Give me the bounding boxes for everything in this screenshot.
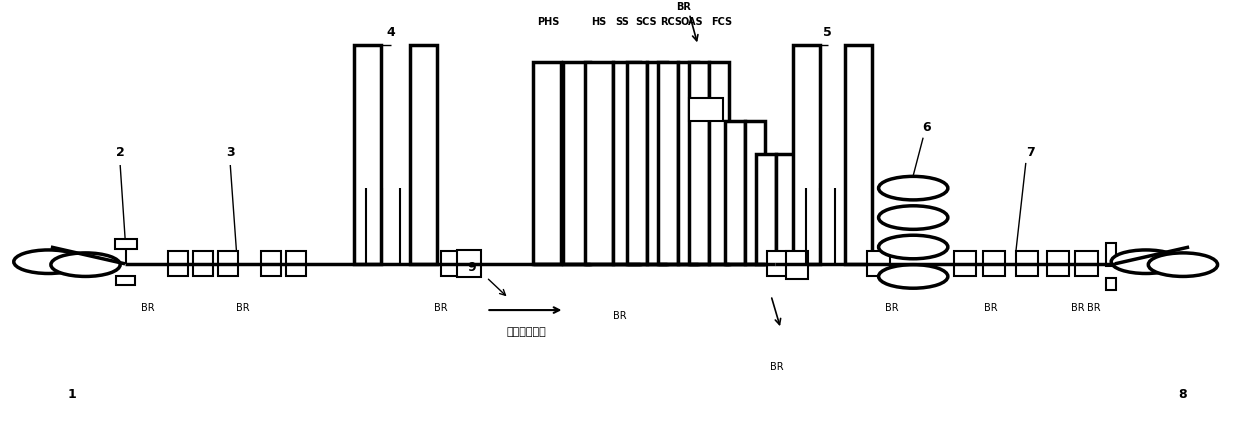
FancyBboxPatch shape bbox=[440, 251, 463, 276]
Circle shape bbox=[879, 176, 947, 200]
Text: BR: BR bbox=[1071, 303, 1085, 313]
FancyBboxPatch shape bbox=[563, 62, 590, 264]
FancyBboxPatch shape bbox=[193, 251, 213, 276]
FancyBboxPatch shape bbox=[776, 155, 796, 264]
FancyBboxPatch shape bbox=[689, 62, 709, 264]
Text: BR: BR bbox=[985, 303, 998, 313]
Text: 4: 4 bbox=[387, 26, 396, 39]
Text: RCS: RCS bbox=[660, 17, 682, 27]
FancyBboxPatch shape bbox=[456, 250, 481, 277]
Circle shape bbox=[1111, 250, 1180, 274]
FancyBboxPatch shape bbox=[768, 251, 790, 276]
Text: 5: 5 bbox=[823, 26, 832, 39]
Text: BR: BR bbox=[140, 303, 154, 313]
FancyBboxPatch shape bbox=[1075, 251, 1097, 276]
FancyBboxPatch shape bbox=[627, 62, 647, 264]
Text: FCS: FCS bbox=[711, 17, 732, 27]
Circle shape bbox=[51, 253, 120, 276]
FancyBboxPatch shape bbox=[1047, 251, 1069, 276]
Text: 6: 6 bbox=[923, 121, 931, 133]
Text: 7: 7 bbox=[1027, 146, 1035, 159]
Text: 3: 3 bbox=[226, 146, 234, 159]
Circle shape bbox=[879, 265, 947, 288]
FancyBboxPatch shape bbox=[585, 62, 613, 264]
FancyBboxPatch shape bbox=[846, 45, 873, 264]
Text: 带钢运行方向: 带钢运行方向 bbox=[506, 327, 546, 337]
Text: BR: BR bbox=[676, 2, 691, 12]
Circle shape bbox=[879, 206, 947, 230]
FancyBboxPatch shape bbox=[794, 45, 821, 264]
FancyBboxPatch shape bbox=[647, 62, 667, 264]
Text: 9: 9 bbox=[467, 261, 476, 274]
FancyBboxPatch shape bbox=[533, 62, 560, 264]
Text: 1: 1 bbox=[67, 388, 77, 401]
FancyBboxPatch shape bbox=[286, 251, 306, 276]
FancyBboxPatch shape bbox=[658, 62, 678, 264]
Text: BR: BR bbox=[614, 312, 626, 321]
Text: BR: BR bbox=[1087, 303, 1101, 313]
FancyBboxPatch shape bbox=[169, 251, 188, 276]
FancyBboxPatch shape bbox=[709, 62, 729, 264]
FancyBboxPatch shape bbox=[982, 251, 1004, 276]
FancyBboxPatch shape bbox=[756, 155, 776, 264]
FancyBboxPatch shape bbox=[115, 238, 138, 249]
FancyBboxPatch shape bbox=[1016, 251, 1038, 276]
FancyBboxPatch shape bbox=[745, 121, 765, 264]
FancyBboxPatch shape bbox=[613, 62, 640, 264]
Text: 2: 2 bbox=[115, 146, 124, 159]
Text: SS: SS bbox=[615, 17, 630, 27]
FancyBboxPatch shape bbox=[689, 98, 723, 121]
FancyBboxPatch shape bbox=[786, 251, 808, 278]
Circle shape bbox=[14, 250, 83, 274]
FancyBboxPatch shape bbox=[678, 62, 698, 264]
Text: HS: HS bbox=[591, 17, 606, 27]
Circle shape bbox=[1148, 253, 1218, 276]
Text: BR: BR bbox=[885, 303, 899, 313]
Text: PHS: PHS bbox=[537, 17, 559, 27]
Text: BR: BR bbox=[434, 303, 448, 313]
Text: 8: 8 bbox=[1179, 388, 1187, 401]
FancyBboxPatch shape bbox=[218, 251, 238, 276]
Text: OAS: OAS bbox=[681, 17, 703, 27]
FancyBboxPatch shape bbox=[954, 251, 976, 276]
FancyBboxPatch shape bbox=[409, 45, 436, 264]
FancyBboxPatch shape bbox=[725, 121, 745, 264]
FancyBboxPatch shape bbox=[262, 251, 281, 276]
FancyBboxPatch shape bbox=[1106, 243, 1116, 266]
Text: SCS: SCS bbox=[635, 17, 657, 27]
FancyBboxPatch shape bbox=[353, 45, 381, 264]
Text: BR: BR bbox=[236, 303, 249, 313]
FancyBboxPatch shape bbox=[1106, 278, 1116, 290]
FancyBboxPatch shape bbox=[868, 251, 890, 276]
Circle shape bbox=[879, 235, 947, 259]
Text: BR: BR bbox=[770, 362, 784, 372]
FancyBboxPatch shape bbox=[117, 275, 135, 285]
